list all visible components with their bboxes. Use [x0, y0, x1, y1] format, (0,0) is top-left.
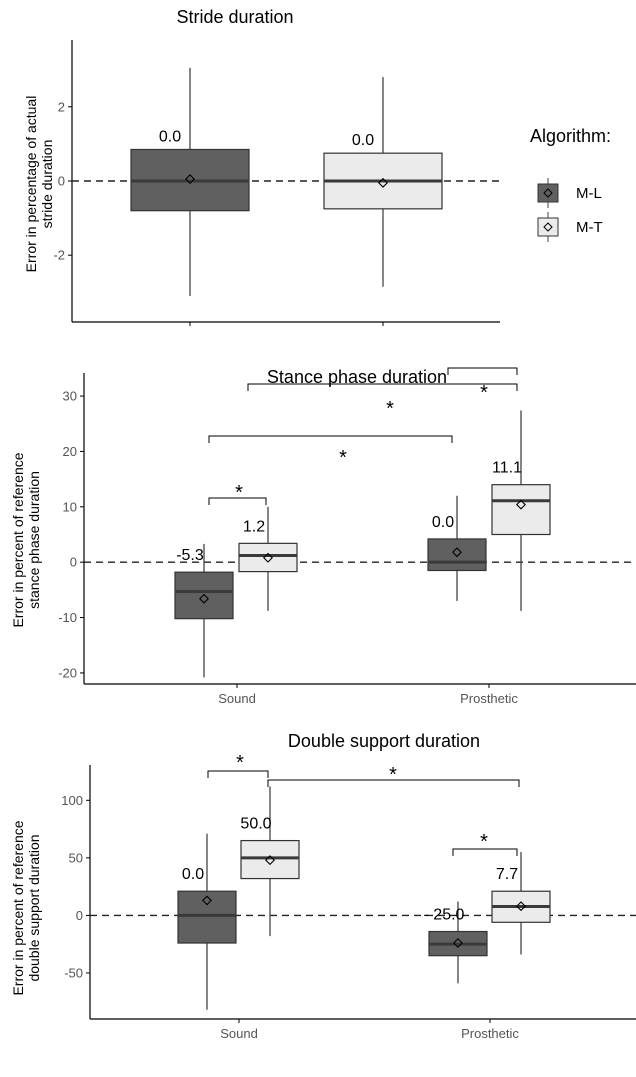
- significance-star: *: [389, 764, 397, 786]
- significance-bracket: *: [447, 367, 518, 404]
- y-tick-label: 20: [63, 444, 77, 459]
- mean-marker: [199, 593, 209, 604]
- box-body: [491, 484, 551, 536]
- data-label: 0.0: [432, 514, 454, 531]
- y-tick-label: 0: [76, 908, 83, 923]
- data-label: -5.3: [176, 547, 204, 564]
- box-m-l: 0.0: [130, 67, 250, 297]
- significance-star: *: [339, 447, 347, 469]
- box-body: [427, 538, 487, 572]
- x-tick-label: Sound: [220, 1026, 258, 1041]
- mean-marker: [202, 895, 212, 906]
- mean-marker: [452, 547, 462, 558]
- y-tick-label: 10: [63, 499, 77, 514]
- legend-title: Algorithm:: [530, 126, 611, 146]
- y-tick-label: -10: [58, 610, 77, 625]
- box-m-l-sound: 0.0: [177, 833, 237, 1010]
- y-axis-label: Error in percent of referencedouble supp…: [10, 820, 42, 995]
- y-tick-label: 0: [70, 555, 77, 570]
- data-label: 1.2: [243, 518, 265, 535]
- box-m-l-prosthetic: - 25.0: [424, 901, 488, 984]
- bracket-line: [452, 848, 518, 856]
- panel-2: Stance phase duration Error in percent of…: [10, 367, 636, 706]
- bracket-line: [267, 779, 520, 787]
- y-tick-label: 0: [58, 174, 65, 189]
- box-body: [177, 890, 237, 944]
- panel-3: Double support duration Error in percent …: [10, 731, 636, 1041]
- box-body: [240, 839, 300, 880]
- significance-star: *: [236, 752, 244, 774]
- mean-marker: [516, 499, 526, 510]
- significance-star: *: [235, 482, 243, 504]
- box-body: [174, 571, 234, 620]
- significance-star: *: [386, 398, 394, 420]
- y-tick-label: -50: [64, 965, 83, 980]
- panel-1: Stride duration Error in percentage of ac…: [23, 7, 500, 326]
- x-tick-label: Sound: [218, 691, 256, 706]
- legend-item-m-l: M-L: [537, 178, 602, 208]
- bracket-line: [447, 367, 518, 375]
- significance-bracket: *: [208, 435, 453, 469]
- mean-marker: [453, 938, 463, 949]
- mean-marker: [185, 174, 195, 185]
- y-tick-label: -2: [53, 248, 65, 263]
- panel-title: Stance phase duration: [267, 367, 447, 387]
- box-m-t: 0.0: [323, 77, 443, 287]
- bracket-line: [247, 383, 518, 391]
- significance-bracket: *: [208, 482, 267, 505]
- mean-marker: [378, 177, 388, 188]
- legend-diamond: [543, 222, 553, 232]
- legend: Algorithm: M-L M-T: [530, 126, 611, 242]
- box-m-l-sound: -5.3: [174, 543, 234, 678]
- y-tick-label: 2: [58, 99, 65, 114]
- box-m-t-sound: 1.2: [238, 506, 298, 611]
- bracket-line: [208, 435, 453, 443]
- data-label: 0.0: [159, 128, 181, 145]
- panel-title: Stride duration: [176, 7, 293, 27]
- mean-marker: [263, 552, 273, 563]
- bracket-line: [207, 770, 269, 778]
- legend-diamond: [543, 188, 553, 198]
- significance-star: *: [480, 382, 488, 404]
- y-axis-label: Error in percent of referencestance phas…: [10, 452, 42, 627]
- y-tick-label: 30: [63, 389, 77, 404]
- data-label: 0.0: [352, 132, 374, 149]
- x-tick-label: Prosthetic: [461, 1026, 519, 1041]
- y-tick-label: -20: [58, 665, 77, 680]
- data-label: 11.1: [492, 460, 522, 477]
- significance-bracket: *: [247, 383, 518, 420]
- legend-label: M-T: [576, 219, 603, 236]
- data-label: 0.0: [182, 866, 204, 883]
- mean-marker: [265, 855, 275, 866]
- panel-title: Double support duration: [288, 731, 480, 751]
- x-tick-label: Prosthetic: [460, 691, 518, 706]
- box-m-l-prosthetic: 0.0: [427, 495, 487, 601]
- box-body: [238, 542, 298, 573]
- legend-swatch: [537, 217, 559, 237]
- data-label: - 25.0: [424, 907, 465, 924]
- box-m-t-sound: 50.0: [240, 786, 300, 937]
- legend-swatch: [537, 183, 559, 203]
- legend-label: M-L: [576, 185, 602, 202]
- bracket-line: [208, 497, 267, 505]
- box-m-t-prosthetic: 7.7: [491, 852, 551, 955]
- significance-bracket: *: [207, 752, 269, 778]
- data-label: 7.7: [496, 866, 518, 883]
- y-tick-label: 50: [69, 850, 83, 865]
- mean-marker: [516, 901, 526, 912]
- significance-star: *: [480, 831, 488, 853]
- y-tick-label: 100: [61, 793, 83, 808]
- box-m-t-prosthetic: 11.1: [491, 410, 551, 611]
- legend-item-m-t: M-T: [537, 212, 603, 242]
- y-axis-label: Error in percentage of actualstride dura…: [23, 96, 55, 273]
- significance-bracket: *: [267, 764, 520, 787]
- significance-bracket: *: [452, 831, 518, 856]
- data-label: 50.0: [240, 816, 271, 833]
